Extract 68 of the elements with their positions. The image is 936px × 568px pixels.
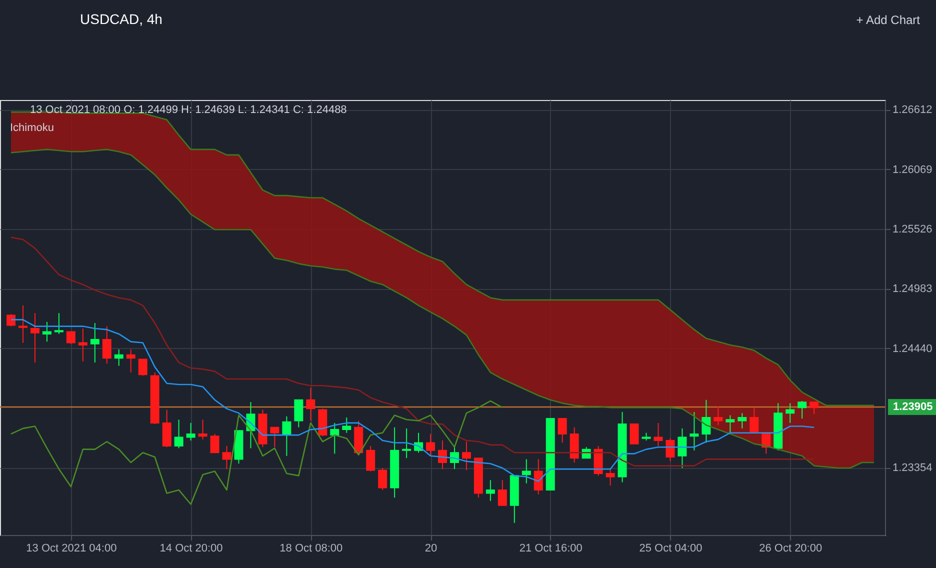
candlestick — [102, 326, 112, 364]
candlestick — [498, 480, 507, 506]
y-tick-label: 1.24983 — [892, 283, 932, 296]
candlestick — [378, 467, 388, 490]
x-tick-label: 18 Oct 08:00 — [280, 542, 343, 554]
candlestick — [6, 314, 16, 327]
candlestick — [282, 416, 292, 456]
candlestick — [90, 322, 100, 364]
candlestick — [270, 426, 280, 448]
x-tick-label: 13 Oct 2021 04:00 — [26, 542, 117, 554]
x-tick-label: 25 Oct 04:00 — [639, 542, 702, 554]
candlestick — [738, 412, 747, 429]
candlestick — [306, 387, 316, 422]
candlestick — [174, 419, 184, 449]
y-tick-label: 1.26069 — [892, 164, 932, 176]
candlestick — [18, 304, 28, 344]
text: + Add Chart — [856, 13, 921, 27]
candlestick — [198, 419, 208, 440]
candlestick — [426, 433, 436, 456]
candlestick — [798, 400, 807, 420]
x-tick-label: 26 Oct 20:00 — [759, 542, 822, 554]
candlestick — [702, 399, 711, 444]
chart-title: USDCAD, 4h — [80, 11, 162, 27]
candlestick — [678, 428, 687, 468]
candlestick — [138, 358, 148, 376]
line-series — [10, 400, 504, 505]
candlestick — [534, 458, 543, 495]
candlestick — [558, 418, 567, 444]
y-tick-label: 1.26612 — [892, 104, 932, 116]
candlestick — [66, 331, 76, 344]
candlestick — [810, 402, 819, 415]
candlestick — [126, 348, 136, 373]
annotation: Ichimoku — [10, 122, 54, 134]
candlestick — [330, 422, 340, 454]
candlestick — [654, 422, 663, 447]
candlestick — [462, 441, 471, 471]
candlestick — [186, 422, 196, 442]
candlestick — [294, 399, 304, 428]
candlestick — [54, 312, 64, 334]
y-tick-label: 1.23354 — [892, 462, 932, 474]
candlestick — [690, 411, 699, 451]
y-tick-label: 1.25526 — [892, 223, 932, 236]
candlestick — [630, 424, 639, 444]
candlestick — [726, 414, 735, 434]
x-tick-label: 20 — [424, 542, 438, 554]
candlestick — [366, 446, 376, 472]
x-tick-label: 14 Oct 20:00 — [160, 542, 223, 554]
candlestick — [606, 467, 615, 486]
candlestick — [522, 458, 531, 484]
candlestick — [402, 428, 412, 459]
candlestick — [114, 348, 124, 366]
candlestick — [30, 312, 40, 364]
y-tick-label: 1.24440 — [892, 342, 932, 355]
candlestick — [42, 321, 52, 342]
ref-line-label: 1.23905 — [893, 401, 933, 414]
candlestick — [438, 440, 447, 470]
candlestick — [222, 446, 232, 470]
candlestick — [78, 328, 88, 362]
candlestick — [750, 407, 759, 434]
candlestick — [342, 416, 352, 434]
candlestick — [666, 438, 675, 462]
candlestick — [786, 402, 795, 424]
candlestick — [162, 409, 172, 448]
candlestick — [210, 433, 220, 454]
candlestick — [486, 480, 495, 502]
annotation: 13 Oct 2021 08:00 O: 1.24499 H: 1.24639 L: 1.24341 C: 1.24488 — [30, 104, 347, 116]
candlestick — [714, 406, 723, 426]
x-tick-label: 21 Oct 16:00 — [519, 542, 582, 554]
